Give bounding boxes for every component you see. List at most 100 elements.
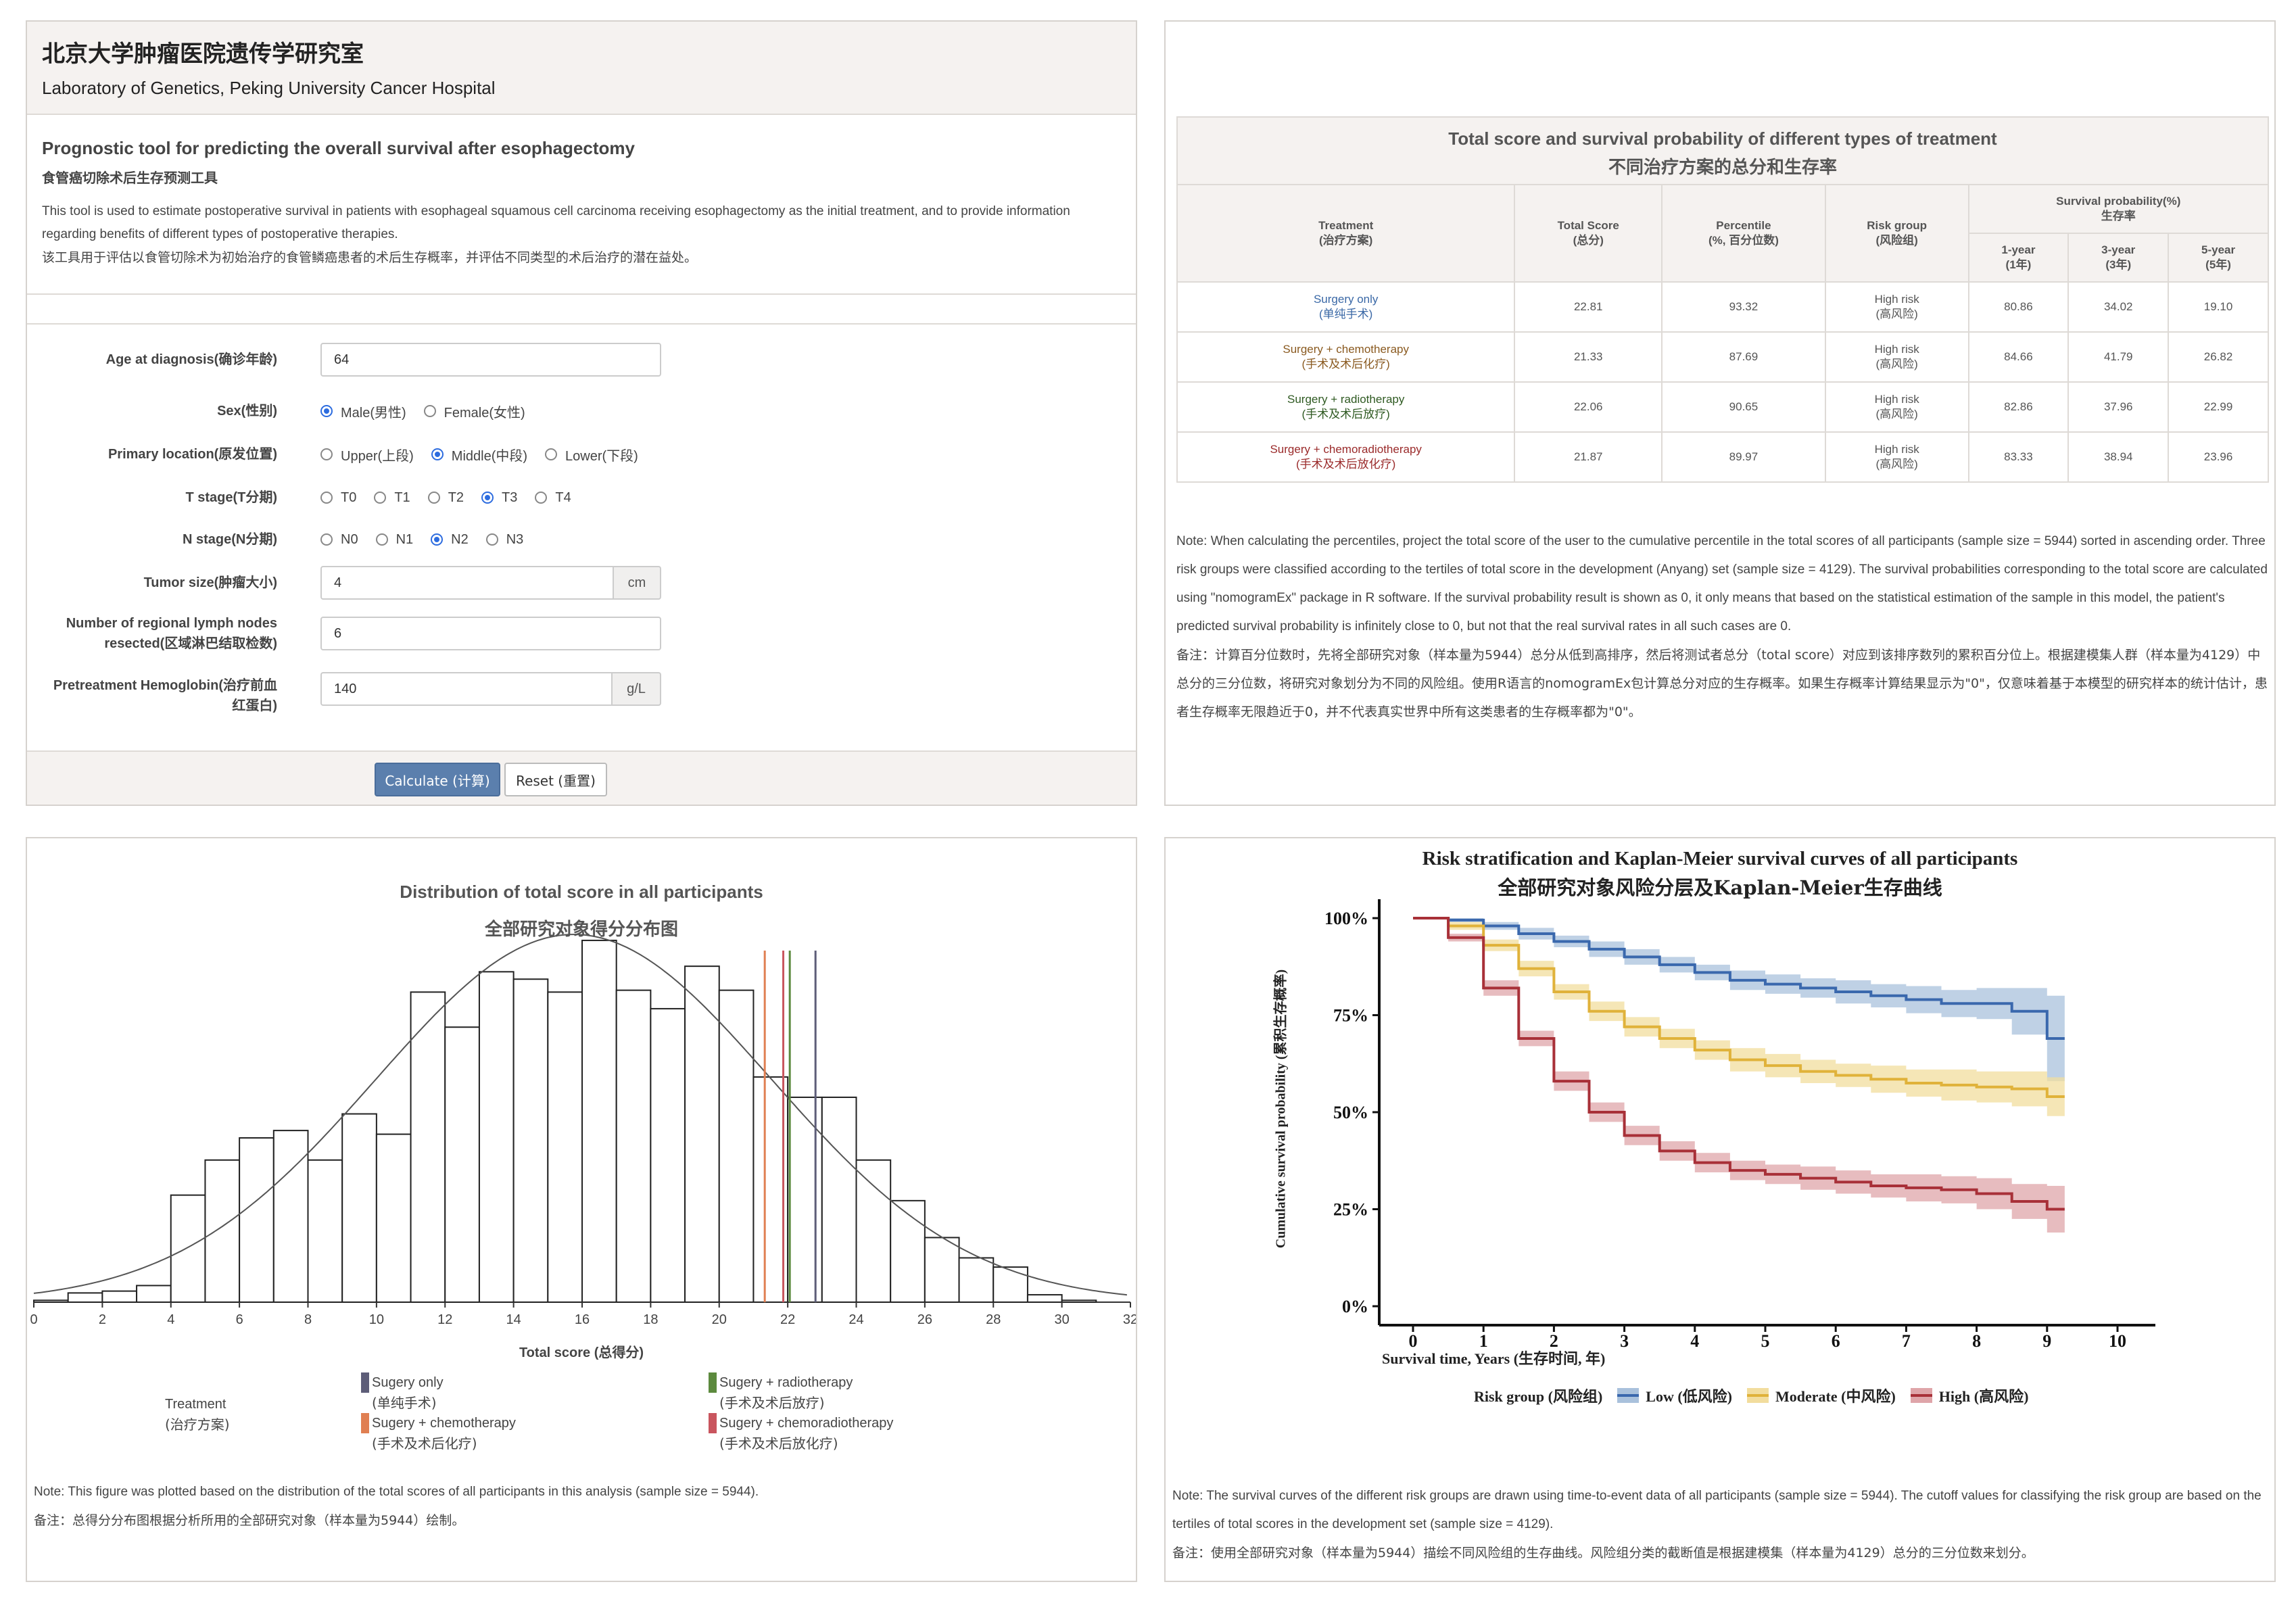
km-title-zh: 全部研究对象风险分层及Kaplan-Meier生存曲线	[1498, 876, 1942, 899]
legend-label: Sugery + radiotherapy	[719, 1375, 853, 1390]
x-tick-label: 8	[304, 1312, 312, 1327]
n-stage-option[interactable]: N2	[431, 532, 469, 548]
calculate-button[interactable]: Calculate (计算)	[375, 763, 500, 796]
radio-unselected-icon[interactable]	[535, 492, 548, 504]
radio-label: N2	[451, 531, 469, 547]
x-tick-label: 18	[643, 1312, 658, 1327]
location-option[interactable]: Middle(中段)	[431, 445, 527, 464]
histogram-bar	[787, 1096, 823, 1303]
radio-selected-icon[interactable]	[481, 492, 494, 504]
n-stage-option[interactable]: N0	[320, 532, 358, 548]
histogram-bar	[718, 989, 755, 1303]
x-tick-label: 0	[30, 1312, 37, 1327]
radio-selected-icon[interactable]	[431, 533, 444, 546]
form-footer: Calculate (计算) Reset (重置)	[27, 750, 1136, 805]
legend-label-zh: (单纯手术)	[372, 1395, 437, 1411]
sex-label: Sex(性别)	[217, 404, 277, 419]
reset-button[interactable]: Reset (重置)	[504, 763, 607, 796]
histogram-bar	[992, 1266, 1028, 1304]
n-stage-option[interactable]: N3	[485, 532, 523, 548]
hemoglobin-unit: g/L	[613, 672, 661, 706]
legend-label: Low (低风险)	[1646, 1388, 1733, 1405]
tool-title-en: Prognostic tool for predicting the overa…	[42, 138, 635, 158]
radio-unselected-icon[interactable]	[375, 533, 388, 546]
n-stage-option[interactable]: N1	[375, 532, 413, 548]
header-risk-group: Risk group (风险组)	[1824, 184, 1969, 283]
histogram-x-axis-label: Total score (总得分)	[519, 1345, 644, 1360]
histogram-title-en: Distribution of total score in all parti…	[400, 882, 763, 902]
histogram-legend-title: Treatment (治疗方案)	[165, 1394, 230, 1435]
survival-1y-cell: 82.86	[1967, 381, 2070, 433]
lab-header: 北京大学肿瘤医院遗传学研究室 Laboratory of Genetics, P…	[27, 22, 1136, 115]
tumor-size-input[interactable]	[320, 566, 614, 600]
radio-selected-icon[interactable]	[320, 405, 333, 417]
radio-unselected-icon[interactable]	[427, 492, 440, 504]
radio-label: T3	[502, 489, 518, 505]
divider	[27, 293, 1136, 295]
t-stage-option[interactable]: T0	[320, 490, 356, 506]
radio-unselected-icon[interactable]	[545, 448, 558, 460]
tool-description-zh: 该工具用于评估以食管切除术为初始治疗的食管鳞癌患者的术后生存概率，并评估不同类型…	[42, 250, 698, 265]
survival-curve	[1413, 917, 2065, 1211]
histogram-bar	[1026, 1294, 1063, 1304]
radio-unselected-icon[interactable]	[320, 533, 333, 546]
t-stage-option[interactable]: T3	[481, 490, 517, 506]
x-tick-label: 10	[369, 1312, 384, 1327]
y-tick-label: 0%	[1342, 1297, 1368, 1316]
total-score-cell: 22.06	[1514, 381, 1663, 433]
km-y-axis-label: Cumulative survival probability (累积生存概率)	[1273, 969, 1289, 1249]
treatment-cell: Surgery + chemotherapy (手术及术后化疗)	[1176, 331, 1516, 383]
t-stage-option[interactable]: T4	[535, 490, 571, 506]
survival-3y-cell: 37.96	[2067, 381, 2170, 433]
y-tick-label: 50%	[1333, 1103, 1368, 1122]
divider	[27, 323, 1136, 325]
location-option[interactable]: Upper(上段)	[320, 445, 414, 464]
km-legend-moderate: Moderate (中风险)	[1747, 1385, 1896, 1406]
lymph-nodes-input[interactable]	[320, 617, 661, 650]
input-form-panel: 北京大学肿瘤医院遗传学研究室 Laboratory of Genetics, P…	[26, 20, 1137, 806]
histogram-bar	[650, 1007, 686, 1303]
age-input[interactable]	[320, 343, 661, 377]
histogram-bar	[478, 971, 515, 1304]
age-row: Age at diagnosis(确诊年龄)	[27, 341, 1136, 379]
location-option[interactable]: Lower(下段)	[545, 445, 638, 464]
radio-unselected-icon[interactable]	[320, 492, 333, 504]
km-title-en: Risk stratification and Kaplan-Meier sur…	[1422, 848, 2018, 869]
x-tick-label: 28	[986, 1312, 1001, 1327]
sex-option[interactable]: Female(女性)	[423, 402, 525, 421]
radio-unselected-icon[interactable]	[320, 448, 333, 460]
km-legend: Risk group (风险组) Low (低风险) Moderate (中风险…	[1474, 1385, 2028, 1406]
legend-label: Sugery + chemotherapy	[372, 1416, 516, 1431]
sex-option[interactable]: Male(男性)	[320, 402, 406, 421]
radio-unselected-icon[interactable]	[423, 405, 436, 417]
radio-selected-icon[interactable]	[431, 448, 444, 460]
treatment-cell: Surgery + radiotherapy (手术及术后放疗)	[1176, 381, 1516, 433]
x-tick-label: 2	[99, 1312, 106, 1327]
t-stage-option[interactable]: T2	[427, 490, 464, 506]
n-stage-radio-group: N0 N1 N2 N3	[320, 532, 541, 548]
histogram-bar	[341, 1113, 377, 1303]
t-stage-option[interactable]: T1	[374, 490, 410, 506]
radio-unselected-icon[interactable]	[374, 492, 387, 504]
hemoglobin-label: Pretreatment Hemoglobin(治疗前血 红蛋白)	[27, 675, 292, 716]
y-tick-label: 100%	[1324, 909, 1368, 928]
table-title: Total score and survival probability of …	[1176, 116, 2269, 185]
x-tick-label: 20	[712, 1312, 727, 1327]
survival-1y-cell: 84.66	[1967, 331, 2070, 383]
percentile-cell: 89.97	[1661, 431, 1826, 483]
hemoglobin-input[interactable]	[320, 672, 613, 706]
radio-unselected-icon[interactable]	[485, 533, 498, 546]
histogram-bar	[67, 1292, 103, 1303]
x-tick-label: 5	[1761, 1331, 1770, 1351]
sex-radio-group: Male(男性) Female(女性)	[320, 402, 543, 421]
x-tick-label: 3	[1620, 1331, 1629, 1351]
legend-title-en: Treatment	[165, 1397, 226, 1412]
table-title-en: Total score and survival probability of …	[1448, 128, 1997, 149]
lymph-nodes-label-line2: resected(区域淋巴结取检数)	[104, 636, 277, 651]
header-percentile: Percentile (%, 百分位数)	[1661, 184, 1826, 283]
hemoglobin-label-line1: Pretreatment Hemoglobin(治疗前血	[53, 678, 277, 693]
histogram-chart: 0 2 4 6 8 10 12 14 16 18 20 22 24 26 28 30 32	[30, 934, 1136, 1327]
header-total-score: Total Score (总分)	[1514, 184, 1663, 283]
density-curve	[33, 934, 1128, 1296]
table-row: Surgery + chemoradiotherapy (手术及术后放化疗) 21.…	[1176, 431, 2269, 483]
